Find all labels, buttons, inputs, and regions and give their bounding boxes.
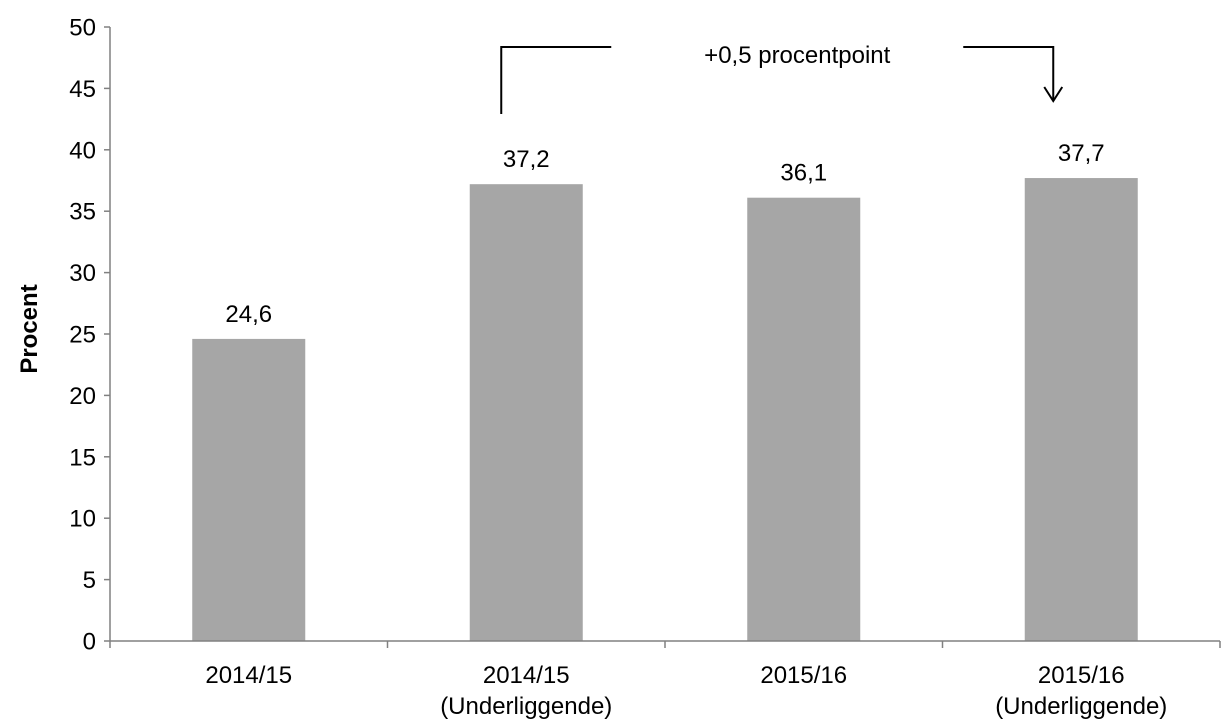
- change-annotation: +0,5 procentpoint: [500, 42, 1064, 114]
- annotation-right-bracket: [963, 46, 1055, 101]
- x-tick-label: (Underliggende): [440, 693, 612, 720]
- y-tick-label: 20: [69, 383, 96, 410]
- y-tick-label: 10: [69, 506, 96, 533]
- x-tick-label: 2015/16: [760, 662, 847, 689]
- y-tick-label: 15: [69, 444, 96, 471]
- x-tick-label: 2014/15: [205, 662, 292, 689]
- y-axis-title: Procent: [16, 284, 43, 373]
- x-tick-label: (Underliggende): [995, 693, 1167, 720]
- x-axis: 2014/15 2014/15 (Underliggende) 2015/16 2015…: [109, 640, 1221, 720]
- data-label: 36,1: [780, 160, 827, 187]
- data-label: 24,6: [225, 301, 272, 328]
- y-tick-label: 45: [69, 76, 96, 103]
- annotation-arrowhead: [1043, 86, 1064, 103]
- bar: [747, 197, 861, 641]
- bar: [1024, 178, 1138, 641]
- x-tick-label: 2015/16: [1038, 662, 1125, 689]
- y-tick-label: 25: [69, 322, 96, 349]
- data-label: 37,7: [1058, 140, 1105, 167]
- y-tick-label: 0: [83, 629, 96, 656]
- y-tick-label: 5: [83, 567, 96, 594]
- bar: [469, 184, 583, 641]
- y-tick-label: 40: [69, 137, 96, 164]
- bar: [192, 338, 306, 641]
- x-tick-label: 2014/15: [483, 662, 570, 689]
- y-tick-label: 30: [69, 260, 96, 287]
- y-tick-label: 50: [69, 15, 96, 42]
- annotation-left-bracket: [500, 46, 612, 114]
- data-labels: 24,6 37,2 36,1 37,7: [225, 140, 1104, 328]
- y-tick-label: 35: [69, 199, 96, 226]
- bars: [192, 178, 1138, 641]
- y-axis: 0 5 10 15 20 25 30 35 40 45 50: [69, 15, 111, 656]
- annotation-text: +0,5 procentpoint: [704, 42, 890, 69]
- data-label: 37,2: [503, 146, 550, 173]
